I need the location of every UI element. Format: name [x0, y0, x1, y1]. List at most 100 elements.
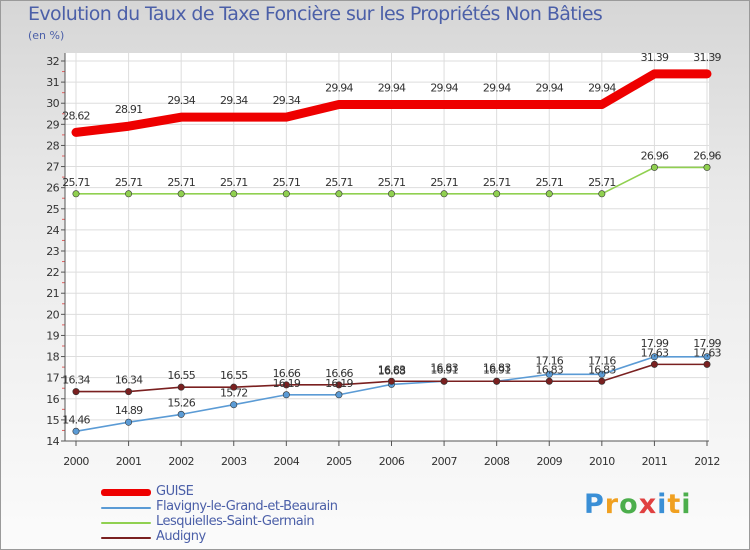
x-tick-label: 2006 — [379, 455, 405, 468]
data-label: 17.16 — [588, 354, 616, 367]
logo-letter: x — [638, 489, 658, 520]
data-label: 28.62 — [62, 109, 90, 122]
data-label: 14.46 — [62, 413, 90, 426]
data-label: 16.34 — [115, 374, 143, 387]
data-label: 15.26 — [167, 396, 195, 409]
y-tick-label: 19 — [46, 329, 59, 342]
data-label: 16.91 — [483, 363, 511, 376]
data-point — [230, 383, 238, 391]
legend-label: Flavigny-le-Grand-et-Beaurain — [156, 499, 338, 514]
legend-label: Audigny — [156, 529, 206, 544]
data-label: 25.71 — [62, 176, 90, 189]
data-point — [545, 377, 553, 385]
data-label: 17.16 — [536, 354, 564, 367]
data-label: 29.94 — [588, 81, 616, 94]
data-label: 17.63 — [693, 346, 721, 359]
logo-letter: t — [667, 489, 682, 520]
legend-swatch — [101, 489, 151, 496]
data-point — [440, 190, 448, 198]
data-point — [125, 418, 133, 426]
chart-title: Evolution du Taux de Taxe Foncière sur l… — [28, 3, 603, 25]
data-point — [387, 377, 395, 385]
data-label: 25.71 — [273, 176, 301, 189]
data-point — [125, 190, 133, 198]
axes: 14 15 16 17 18 19 20 21 22 23 24 25 26 27 28 29 30 31 32 20… — [46, 53, 720, 468]
data-point — [282, 381, 290, 389]
data-label: 29.94 — [430, 81, 458, 94]
data-label: 16.34 — [62, 374, 90, 387]
data-point — [335, 391, 343, 399]
data-label: 25.71 — [167, 176, 195, 189]
data-point — [72, 190, 80, 198]
data-point — [598, 190, 606, 198]
y-tick-label: 18 — [46, 351, 59, 364]
data-label: 16.83 — [588, 363, 616, 376]
data-label: 14.89 — [115, 404, 143, 417]
data-point — [650, 163, 658, 171]
data-label: 25.71 — [483, 176, 511, 189]
y-tick-label: 20 — [46, 308, 59, 321]
data-label: 31.39 — [641, 51, 669, 64]
x-tick-label: 2000 — [63, 455, 89, 468]
x-tick-label: 2008 — [484, 455, 510, 468]
data-label: 16.19 — [273, 377, 301, 390]
x-tick-label: 2003 — [221, 455, 247, 468]
data-point — [650, 360, 658, 368]
data-point — [230, 401, 238, 409]
y-tick-label: 17 — [46, 372, 59, 385]
logo-letter: r — [604, 489, 620, 520]
data-point — [493, 190, 501, 198]
data-label: 16.83 — [378, 363, 406, 376]
data-point — [493, 377, 501, 385]
data-label: 29.94 — [483, 81, 511, 94]
data-point — [230, 190, 238, 198]
x-tick-label: 2012 — [694, 455, 720, 468]
y-tick-label: 27 — [46, 161, 59, 174]
logo-letter: i — [657, 489, 668, 520]
y-tick-label: 32 — [46, 55, 59, 68]
legend-swatch — [101, 507, 151, 509]
data-label: 26.96 — [693, 149, 721, 162]
y-tick-label: 21 — [46, 287, 59, 300]
y-tick-label: 30 — [46, 97, 59, 110]
grid — [65, 53, 709, 442]
data-point — [440, 377, 448, 385]
data-label: 29.34 — [167, 94, 195, 107]
data-label: 29.94 — [536, 81, 564, 94]
data-label: 29.94 — [378, 81, 406, 94]
data-point — [598, 370, 606, 378]
data-point — [703, 360, 711, 368]
data-label: 17.99 — [693, 337, 721, 350]
logo-letter: P — [584, 489, 605, 520]
data-label: 16.55 — [167, 369, 195, 382]
x-tick-label: 2010 — [589, 455, 615, 468]
data-point — [72, 388, 80, 396]
data-label: 16.83 — [430, 361, 458, 374]
y-tick-label: 28 — [46, 139, 59, 152]
y-tick-label: 24 — [46, 224, 59, 237]
data-label: 31.39 — [693, 51, 721, 64]
x-tick-label: 2005 — [326, 455, 352, 468]
data-label: 25.71 — [378, 176, 406, 189]
data-point — [177, 383, 185, 391]
data-label: 15.72 — [220, 387, 248, 400]
data-label: 28.91 — [115, 103, 143, 116]
legend-label: GUISE — [156, 484, 194, 499]
data-point — [72, 427, 80, 435]
data-label: 29.94 — [325, 81, 353, 94]
series-lines — [71, 69, 712, 435]
data-point — [545, 370, 553, 378]
data-point — [282, 391, 290, 399]
y-unit-label: (en %) — [28, 29, 65, 42]
data-label: 16.19 — [325, 377, 353, 390]
data-label: 16.68 — [378, 364, 406, 377]
data-label: 16.55 — [220, 369, 248, 382]
y-tick-label: 22 — [46, 266, 59, 279]
data-label: 25.71 — [430, 176, 458, 189]
y-tick-label: 26 — [46, 182, 59, 195]
data-label: 29.34 — [273, 94, 301, 107]
data-label: 25.71 — [536, 176, 564, 189]
data-label: 16.66 — [273, 367, 301, 380]
proxiti-logo: Proxiti — [584, 489, 692, 520]
